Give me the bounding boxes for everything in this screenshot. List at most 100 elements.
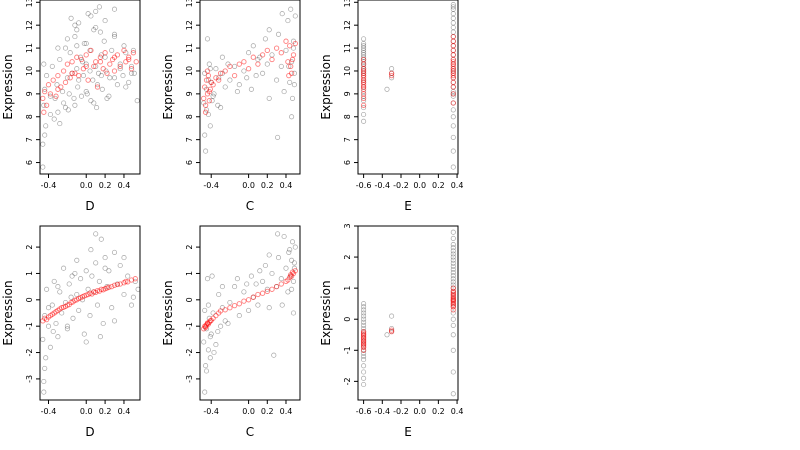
point [66,281,72,287]
point [114,281,121,288]
point [388,70,395,76]
point [450,279,456,285]
point [213,312,219,319]
point [117,61,123,67]
y-tick-label: 7 [185,137,194,142]
y-axis-label: Expression [1,280,15,345]
point [61,265,67,271]
point [450,100,456,106]
point [130,50,137,56]
point [111,34,118,40]
point [64,75,70,81]
point [204,276,211,282]
point [269,56,275,63]
y-tick-label: -2 [343,377,352,385]
y-tick-label: 9 [343,91,352,96]
point [289,95,296,101]
x-tick-label: -0.4 [203,407,219,416]
point [450,59,456,65]
point [58,84,64,90]
point [384,332,390,338]
point [109,47,115,53]
point [53,93,59,99]
point [205,302,211,308]
point [213,342,219,348]
point [279,302,285,308]
point [450,148,456,154]
point [202,84,208,90]
point [278,63,284,69]
point [275,231,281,237]
point [222,68,228,74]
point [285,18,291,24]
point [68,15,74,21]
point [273,45,280,51]
point [213,66,219,72]
point [450,15,456,21]
y-tick-label: 6 [343,160,352,165]
x-tick-label: -0.2 [393,181,409,190]
point [253,73,259,79]
x-tick-label: 0.2 [432,407,445,416]
point [42,86,48,92]
point [361,59,367,65]
point [128,63,135,69]
point [246,307,252,313]
y-tick-label: -2 [25,349,34,357]
point [227,299,233,306]
point [360,330,367,336]
point [45,82,52,88]
point [114,82,120,88]
point [97,59,104,65]
point [111,282,118,288]
point [219,54,225,60]
point [384,86,390,92]
point [62,79,69,86]
x-tick-label: 0.2 [99,407,112,416]
point [450,297,456,303]
point [49,302,55,308]
x-tick-label: -0.4 [41,181,57,190]
point [100,320,106,327]
point [202,389,208,395]
point [231,302,238,309]
point [202,307,208,313]
point [208,331,214,337]
y-tick-label: 7 [343,137,352,142]
point [81,331,87,337]
point [389,313,395,319]
plot-frame [39,0,141,175]
point [215,102,221,108]
point [41,389,47,395]
x-axis-label: C [246,425,254,439]
point [245,297,252,303]
panel-3: -0.6 -0.4 -0.2 0.0 0.2 0.4 6 7 8 9 10 11 12 13 E Expres… [319,0,463,213]
point [117,66,123,72]
point [450,310,456,316]
point [259,52,266,58]
point [101,38,107,44]
point [126,56,132,63]
point [88,98,94,104]
point [269,286,275,292]
point [203,148,209,154]
point [361,50,367,56]
point [94,302,101,308]
y-tick-label: -3 [25,375,34,383]
point [128,70,135,76]
point [111,318,118,324]
point [450,266,456,273]
x-tick-label: 0.4 [451,407,464,416]
point [218,105,224,111]
point [47,111,53,118]
point [361,369,367,375]
point [450,91,456,97]
point [361,36,367,42]
point [72,270,78,277]
point [246,50,252,56]
point [216,77,222,83]
point [41,109,47,115]
point [211,349,217,356]
point [450,263,456,269]
x-tick-label: 0.4 [280,181,293,190]
